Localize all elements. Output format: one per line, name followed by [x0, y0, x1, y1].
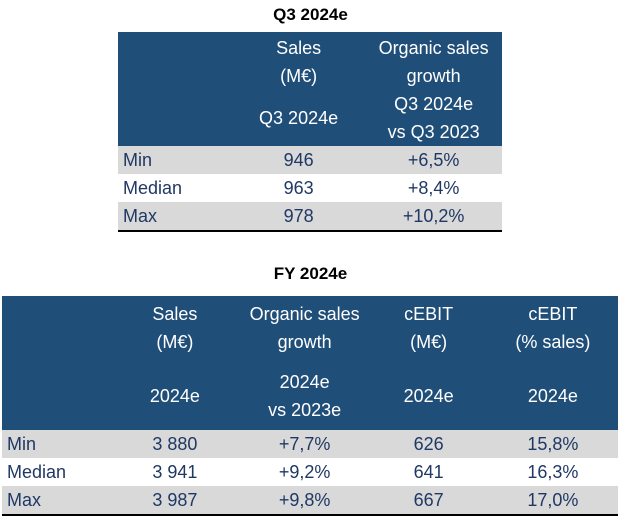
- q3-table-title: Q3 2024e: [273, 5, 348, 24]
- cell-sales: 3 880: [110, 430, 240, 458]
- fy-header-sales-line2: (M€): [156, 332, 194, 352]
- q3-header-organic-growth: Organic sales growth Q3 2024e vs Q3 2023: [365, 32, 502, 146]
- q3-header-growth-line2: growth: [406, 66, 461, 86]
- fy-header-cebit-line1: cEBIT: [404, 304, 454, 324]
- cell-organic-growth: +7,7%: [239, 430, 370, 458]
- fy-table-title: FY 2024e: [273, 264, 348, 283]
- fy-header-cebit-margin: cEBIT (% sales) 2024e: [487, 296, 618, 430]
- table-row: Max 3 987 +9,8% 667 17,0%: [2, 486, 618, 516]
- fy-header-sales: Sales (M€) 2024e: [110, 296, 240, 430]
- fy-header-sales-period: 2024e: [149, 386, 200, 406]
- cell-sales: 978: [231, 202, 366, 232]
- fy-header-growth-line2: growth: [277, 332, 332, 352]
- cell-sales: 963: [283, 178, 314, 198]
- fy-header-growth-period2: vs 2023e: [268, 400, 342, 420]
- row-label-min: Min: [2, 430, 111, 458]
- fy-header-margin-period: 2024e: [527, 386, 578, 406]
- fy-header-label-corner: [2, 296, 111, 430]
- cell-cebit: 641: [413, 462, 444, 482]
- q3-header-sales-line2: (M€): [280, 66, 318, 86]
- row-label-median: Median: [7, 462, 67, 482]
- cell-cebit: 667: [369, 486, 488, 516]
- q3-header-growth-period2: vs Q3 2023: [387, 122, 480, 142]
- row-label-max: Max: [2, 486, 111, 516]
- row-label-median: Median: [123, 178, 183, 198]
- cell-cebit-margin: 17,0%: [487, 486, 618, 516]
- q3-header-growth-line1: Organic sales: [378, 38, 489, 58]
- cell-sales: 3 941: [152, 462, 198, 482]
- q3-header-sales-line1: Sales: [276, 38, 322, 58]
- fy-header-cebit-line2: (M€): [410, 332, 448, 352]
- fy-header-growth-period1: 2024e: [279, 372, 330, 392]
- fy-header-margin-line1: cEBIT: [528, 304, 578, 324]
- cell-cebit: 626: [369, 430, 488, 458]
- cell-sales: 3 987: [110, 486, 240, 516]
- cell-organic-growth: +8,4%: [407, 178, 460, 198]
- q3-header-sales: Sales (M€) Q3 2024e: [231, 32, 366, 146]
- cell-organic-growth: +9,8%: [239, 486, 370, 516]
- fy-header-growth-line1: Organic sales: [249, 304, 360, 324]
- q3-header-label-corner: [118, 32, 232, 146]
- q3-header-row: Sales (M€) Q3 2024e Organic sales growth…: [118, 32, 502, 146]
- table-row: Max 978 +10,2%: [118, 202, 502, 232]
- cell-organic-growth: +10,2%: [365, 202, 502, 232]
- table-row: Median 3 941 +9,2% 641 16,3%: [2, 458, 618, 486]
- fy-header-margin-line2: (% sales): [515, 332, 591, 352]
- cell-organic-growth: +9,2%: [278, 462, 331, 482]
- table-row: Min 946 +6,5%: [118, 146, 502, 174]
- fy-header-cebit-period: 2024e: [403, 386, 454, 406]
- fy-header-organic-growth: Organic sales growth 2024e vs 2023e: [239, 296, 370, 430]
- fy-header-row: Sales (M€) 2024e Organic sales growth 20…: [2, 296, 618, 430]
- cell-cebit-margin: 16,3%: [527, 462, 579, 482]
- table-row: Median 963 +8,4%: [118, 174, 502, 202]
- fy-header-sales-line1: Sales: [152, 304, 198, 324]
- cell-sales: 946: [231, 146, 366, 174]
- fy-header-cebit: cEBIT (M€) 2024e: [369, 296, 488, 430]
- q3-header-sales-period: Q3 2024e: [259, 108, 339, 128]
- cell-cebit-margin: 15,8%: [487, 430, 618, 458]
- row-label-max: Max: [118, 202, 232, 232]
- fy-estimates-table: Sales (M€) 2024e Organic sales growth 20…: [2, 296, 618, 516]
- q3-estimates-table: Sales (M€) Q3 2024e Organic sales growth…: [118, 32, 502, 232]
- row-label-min: Min: [118, 146, 232, 174]
- q3-header-growth-period1: Q3 2024e: [394, 94, 474, 114]
- cell-organic-growth: +6,5%: [365, 146, 502, 174]
- table-row: Min 3 880 +7,7% 626 15,8%: [2, 430, 618, 458]
